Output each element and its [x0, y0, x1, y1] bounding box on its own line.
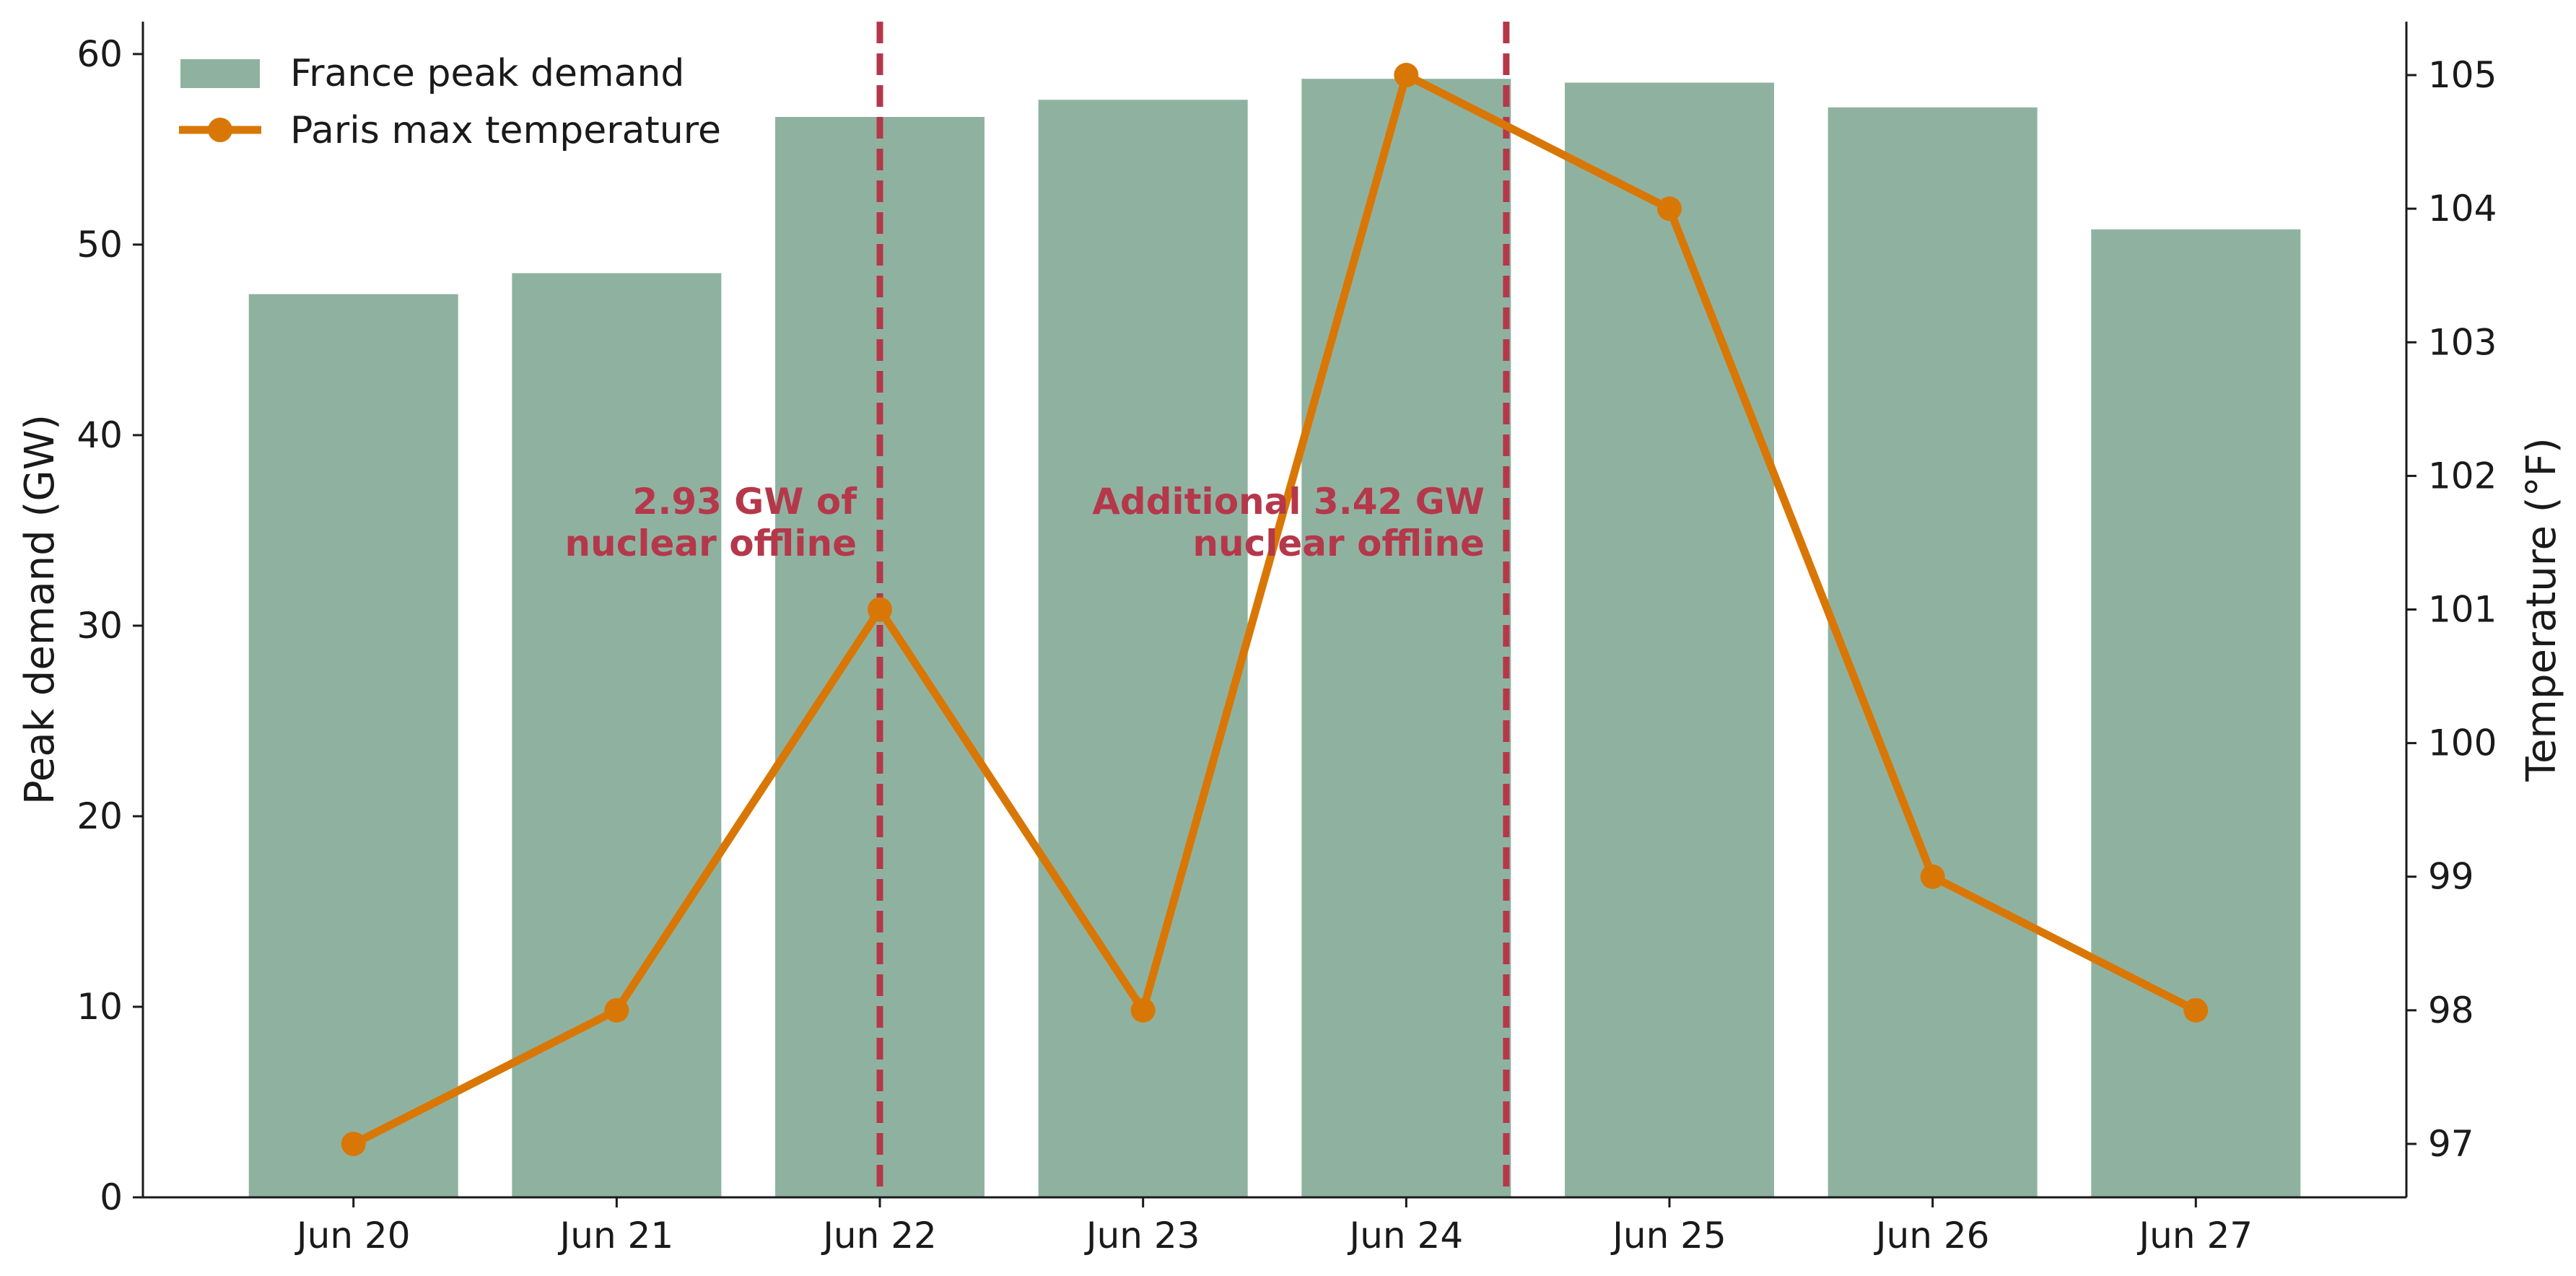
- right-y-tick-label: 100: [2428, 722, 2497, 764]
- temperature-point: [2183, 997, 2209, 1023]
- demand-bar: [2091, 229, 2301, 1197]
- left-y-tick-label: 0: [100, 1176, 123, 1218]
- right-y-tick-label: 98: [2428, 989, 2474, 1031]
- demand-bar: [248, 294, 458, 1197]
- demand-bar: [1564, 82, 1774, 1198]
- y-axis-title: Peak demand (GW): [17, 414, 64, 805]
- temperature-point: [341, 1131, 366, 1156]
- right-y-tick-label: 104: [2428, 188, 2497, 230]
- left-y-tick-label: 50: [77, 224, 123, 266]
- legend: France peak demand Paris max temperature: [179, 52, 721, 152]
- left-y-tick-label: 30: [77, 605, 123, 647]
- annotation-line: 2.93 GW of: [633, 481, 858, 523]
- left-y-tick-label: 10: [77, 986, 123, 1028]
- legend-line-marker: [208, 118, 232, 142]
- temperature-point: [868, 597, 893, 622]
- temperature-line: [352, 71, 2198, 1148]
- x-tick-label: Jun 26: [1874, 1215, 1990, 1257]
- annotation-line: nuclear offline: [1192, 523, 1485, 564]
- right-y-tick-label: 99: [2428, 856, 2474, 898]
- x-tick-label: Jun 27: [2136, 1215, 2253, 1257]
- left-y-tick-label: 40: [77, 414, 123, 456]
- demand-bar: [512, 273, 722, 1198]
- x-tick-label: Jun 22: [821, 1215, 937, 1257]
- axes-layer: 0 10 20 30 40 50 60 97 98 99 100 101 102 103 104 105 Jun…: [17, 22, 2565, 1257]
- right-y-tick-label: 103: [2428, 321, 2497, 363]
- right-y-tick-label: 102: [2428, 455, 2497, 497]
- x-tick-label: Jun 24: [1347, 1215, 1463, 1257]
- left-y-tick-label: 60: [77, 33, 123, 75]
- legend-bar-swatch: [180, 59, 260, 88]
- right-y-tick-label: 101: [2428, 589, 2497, 631]
- y-axis-right-title: Temperature (°F): [2518, 437, 2565, 782]
- bars-layer: [248, 79, 2301, 1198]
- left-y-tick-label: 20: [77, 795, 123, 837]
- temperature-point: [604, 997, 629, 1023]
- temperature-point: [1920, 864, 1945, 889]
- demand-bar: [1038, 100, 1248, 1198]
- legend-label-temperature: Paris max temperature: [290, 109, 721, 152]
- right-y-tick-label: 97: [2428, 1123, 2474, 1165]
- annotation-line: nuclear offline: [565, 523, 857, 564]
- demand-bar: [1828, 107, 2038, 1198]
- temperature-line-layer: [341, 63, 2209, 1156]
- x-tick-label: Jun 20: [294, 1215, 411, 1257]
- x-tick-label: Jun 21: [558, 1215, 674, 1257]
- temperature-point: [1656, 196, 1682, 222]
- nuclear-offline-annotation: Additional 3.42 GW nuclear offline: [1092, 481, 1485, 564]
- annotation-line: Additional 3.42 GW: [1092, 481, 1485, 523]
- temperature-point: [1394, 63, 1419, 88]
- temperature-point: [1130, 997, 1156, 1023]
- right-y-tick-label: 105: [2428, 54, 2497, 96]
- x-tick-label: Jun 25: [1610, 1215, 1726, 1257]
- demand-bar: [1301, 79, 1511, 1198]
- x-tick-label: Jun 23: [1084, 1215, 1200, 1257]
- legend-label-demand: France peak demand: [290, 52, 684, 95]
- nuclear-offline-annotation: 2.93 GW of nuclear offline: [565, 481, 858, 564]
